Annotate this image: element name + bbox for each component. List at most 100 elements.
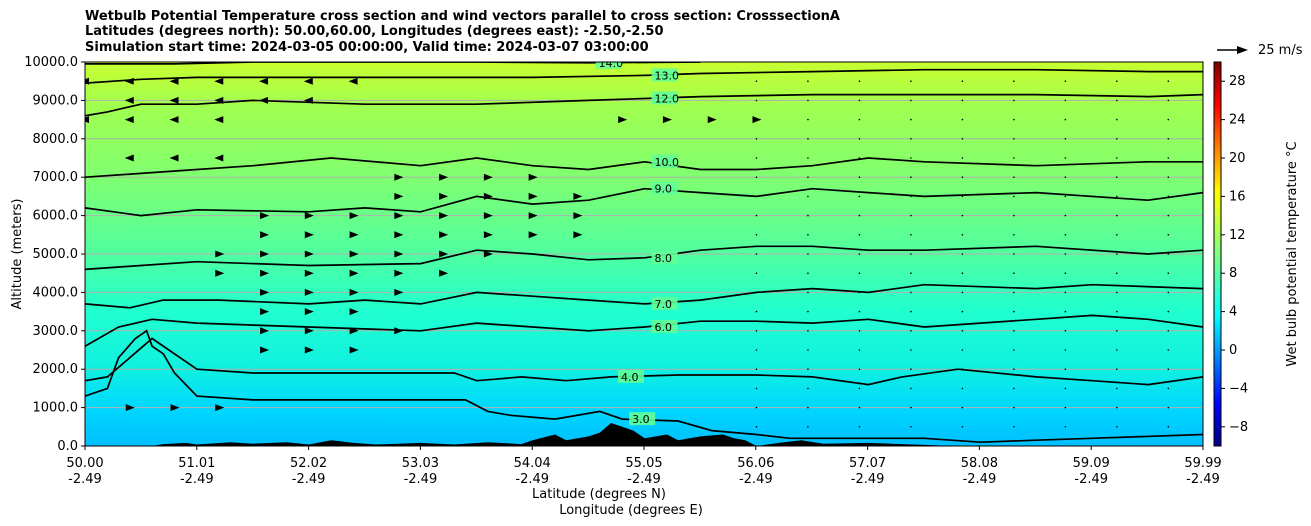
wind-vector <box>260 269 270 277</box>
calm-vector <box>910 253 912 255</box>
calm-vector <box>755 368 758 371</box>
wind-vector <box>349 250 359 258</box>
calm-vector <box>807 99 809 102</box>
calm-vector <box>1116 330 1118 332</box>
calm-vector <box>1013 195 1015 198</box>
wind-vector <box>304 212 314 220</box>
calm-vector <box>910 214 912 217</box>
x-axis: 50.00-2.4951.01-2.4952.02-2.4953.03-2.49… <box>66 446 1222 487</box>
calm-vector <box>1064 406 1067 409</box>
x-tick-label-lon: -2.49 <box>627 472 661 487</box>
colorbar <box>1213 61 1222 447</box>
calm-vector <box>807 214 809 217</box>
calm-vector <box>1167 99 1170 102</box>
wind-vector <box>439 173 449 181</box>
colorbar-tick-label: 0 <box>1229 343 1237 358</box>
calm-vector <box>858 80 861 82</box>
calm-vector <box>910 406 912 409</box>
wind-vector <box>214 77 224 85</box>
wind-vector <box>394 288 404 296</box>
calm-vector <box>1064 138 1067 140</box>
colorbar-tick-label: 20 <box>1229 151 1246 166</box>
contour-label: 4.0 <box>621 371 639 384</box>
calm-vector <box>755 80 758 82</box>
contour-label: 8.0 <box>655 252 673 265</box>
calm-vector <box>1064 157 1067 159</box>
calm-vector <box>910 368 912 371</box>
calm-vector <box>807 387 809 390</box>
calm-vector <box>807 195 809 198</box>
wind-vector <box>349 231 359 239</box>
wind-vector <box>349 269 359 277</box>
calm-vector <box>961 272 964 275</box>
x-tick-label-lon: -2.49 <box>1186 472 1220 487</box>
calm-vector <box>910 118 912 121</box>
contour-label: 9.0 <box>655 183 673 196</box>
contour-line <box>85 187 1203 217</box>
y-axis-label: Altitude (meters) <box>10 199 25 310</box>
wind-vector <box>573 192 583 200</box>
colorbar-tick-label: 12 <box>1229 228 1246 243</box>
x-tick-label-lon: -2.49 <box>68 472 102 487</box>
y-tick-label: 10000.0 <box>24 55 78 70</box>
contour-label: 6.0 <box>655 321 673 334</box>
calm-vector <box>1116 234 1118 236</box>
calm-vector <box>1116 272 1118 275</box>
calm-vector <box>807 310 809 313</box>
calm-vector <box>1116 387 1118 390</box>
grid <box>85 62 1203 446</box>
calm-vector <box>1064 234 1067 236</box>
calm-vector <box>961 234 964 236</box>
calm-vector <box>858 118 861 121</box>
contour-line <box>85 157 1203 179</box>
calm-vector <box>1167 310 1170 313</box>
wind-vector <box>85 116 89 124</box>
wind-vector <box>304 250 314 258</box>
calm-vector <box>858 272 861 275</box>
y-tick-label: 7000.0 <box>33 170 79 185</box>
calm-vector <box>1167 157 1170 159</box>
calm-vector <box>858 426 861 428</box>
calm-vector <box>1064 291 1067 294</box>
calm-vector <box>807 118 809 121</box>
calm-vector <box>807 426 809 428</box>
calm-vector <box>1064 253 1067 255</box>
calm-vector <box>910 99 912 102</box>
calm-vector <box>1167 234 1170 236</box>
calm-vector <box>1013 406 1015 409</box>
calm-vector <box>1013 368 1015 371</box>
contours: 3.0 4.0 6.0 7.0 8.0 9.0 10.0 12.0 13.0 14.0 <box>85 62 1203 444</box>
wind-vector <box>618 116 628 124</box>
colorbar-tick-label: −4 <box>1229 381 1248 396</box>
wind-vector <box>169 96 179 104</box>
calm-vector <box>961 310 964 313</box>
calm-vector <box>961 80 964 82</box>
calm-vector <box>1167 118 1170 121</box>
wind-vector <box>169 77 179 85</box>
x-tick-label-lat: 59.99 <box>1184 456 1221 471</box>
calm-vector <box>910 349 912 351</box>
wind-vector <box>169 154 179 162</box>
calm-vector <box>1167 176 1170 178</box>
contour-label-bg <box>651 296 678 310</box>
calm-vector <box>961 291 964 294</box>
calm-vector <box>1116 349 1118 351</box>
calm-vector <box>961 138 964 140</box>
wind-vector <box>439 269 449 277</box>
calm-vector <box>1013 291 1015 294</box>
wind-vector <box>394 250 404 258</box>
calm-vector <box>1013 349 1015 351</box>
contour-line <box>85 245 1203 271</box>
contour-label: 13.0 <box>655 69 680 82</box>
calm-vector <box>858 387 861 390</box>
contour-line <box>85 314 1203 347</box>
wind-vector <box>662 116 672 124</box>
calm-vector <box>807 157 809 159</box>
wind-vector <box>394 231 404 239</box>
calm-vector <box>755 99 758 102</box>
x-tick-label-lat: 53.03 <box>402 456 439 471</box>
contour-label: 7.0 <box>655 298 673 311</box>
calm-vector <box>858 349 861 351</box>
y-tick-label: 5000.0 <box>33 247 79 262</box>
calm-vector <box>858 214 861 217</box>
